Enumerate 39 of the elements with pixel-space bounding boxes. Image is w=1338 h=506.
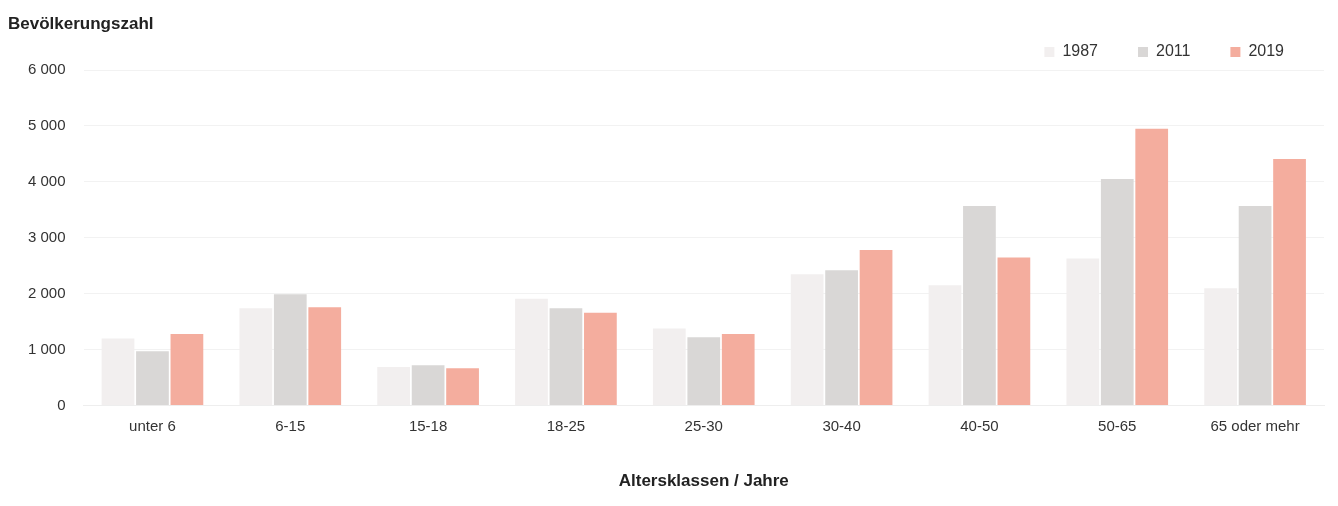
bar (446, 368, 479, 406)
y-tick-label: 4 000 (27, 172, 66, 190)
legend-label: 2011 (1156, 42, 1191, 60)
y-tick-label: 5 000 (27, 116, 66, 134)
x-tick-label: 18-25 (546, 416, 586, 434)
bar (721, 334, 755, 406)
x-tick-label: 30-40 (822, 416, 861, 434)
x-tick-label: 25-30 (684, 416, 723, 434)
x-tick-label: 50-65 (1098, 416, 1137, 434)
y-tick-label: 6 000 (27, 60, 66, 78)
y-tick-label: 2 000 (27, 283, 66, 301)
bar (273, 294, 307, 406)
y-tick-label: 0 (57, 395, 66, 413)
legend-label: 2019 (1248, 42, 1285, 60)
bar (136, 351, 169, 406)
bar (1273, 158, 1306, 406)
x-axis-title: Altersklassen / Jahre (618, 471, 789, 491)
bar (963, 205, 996, 406)
x-tick-label: 40-50 (960, 416, 999, 434)
x-tick-label: 15-18 (408, 416, 448, 434)
y-tick-label: 1 000 (27, 339, 66, 357)
bar (997, 257, 1031, 406)
x-tick-label: unter 6 (129, 416, 176, 434)
bar (170, 334, 204, 406)
bar (687, 337, 721, 406)
bar (825, 270, 858, 406)
bar (411, 365, 445, 406)
bar (1100, 179, 1134, 406)
x-tick-label: 6-15 (275, 416, 306, 434)
bar (549, 308, 583, 406)
bar (859, 250, 893, 406)
legend-label: 1987 (1062, 42, 1099, 60)
bar (1238, 205, 1272, 406)
y-axis-title: Bevölkerungszahl (8, 14, 154, 34)
bar (1135, 128, 1169, 406)
bar (584, 312, 617, 406)
x-tick-label: 65 oder mehr (1210, 416, 1300, 434)
y-tick-label: 3 000 (27, 227, 66, 245)
bar (308, 307, 342, 406)
